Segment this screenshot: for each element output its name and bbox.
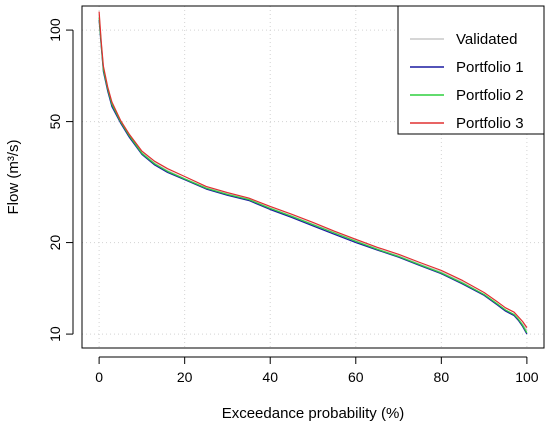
x-tick-label: 40: [262, 369, 278, 385]
x-tick-label: 0: [95, 369, 103, 385]
axes: 0 20 40 60 80 100 10 20 50 100: [47, 18, 539, 385]
x-tick-label: 100: [515, 369, 539, 385]
legend-box: [397, 5, 545, 135]
legend: Validated Portfolio 1 Portfolio 2 Portfolio…: [397, 5, 545, 135]
series-line-portfolio-3: [98, 11, 528, 328]
x-tick-label: 60: [348, 369, 364, 385]
x-axis-title: Exceedance probability (%): [222, 405, 405, 422]
legend-label: Portfolio 3: [456, 115, 524, 132]
series-line-portfolio-1: [98, 19, 528, 335]
series-lines: [98, 11, 528, 335]
legend-label: Portfolio 1: [456, 59, 524, 76]
y-tick-label: 50: [47, 114, 63, 130]
y-tick-label: 10: [47, 326, 63, 342]
legend-label: Validated: [456, 31, 517, 48]
x-tick-label: 80: [434, 369, 450, 385]
y-tick-label: 100: [47, 18, 63, 42]
series-line-portfolio-2: [98, 17, 528, 334]
legend-label: Portfolio 2: [456, 87, 524, 104]
plot-frame: [81, 5, 545, 349]
x-tick-label: 20: [177, 369, 193, 385]
y-axis-title: Flow (m³/s): [5, 140, 22, 215]
y-tick-label: 20: [47, 235, 63, 251]
